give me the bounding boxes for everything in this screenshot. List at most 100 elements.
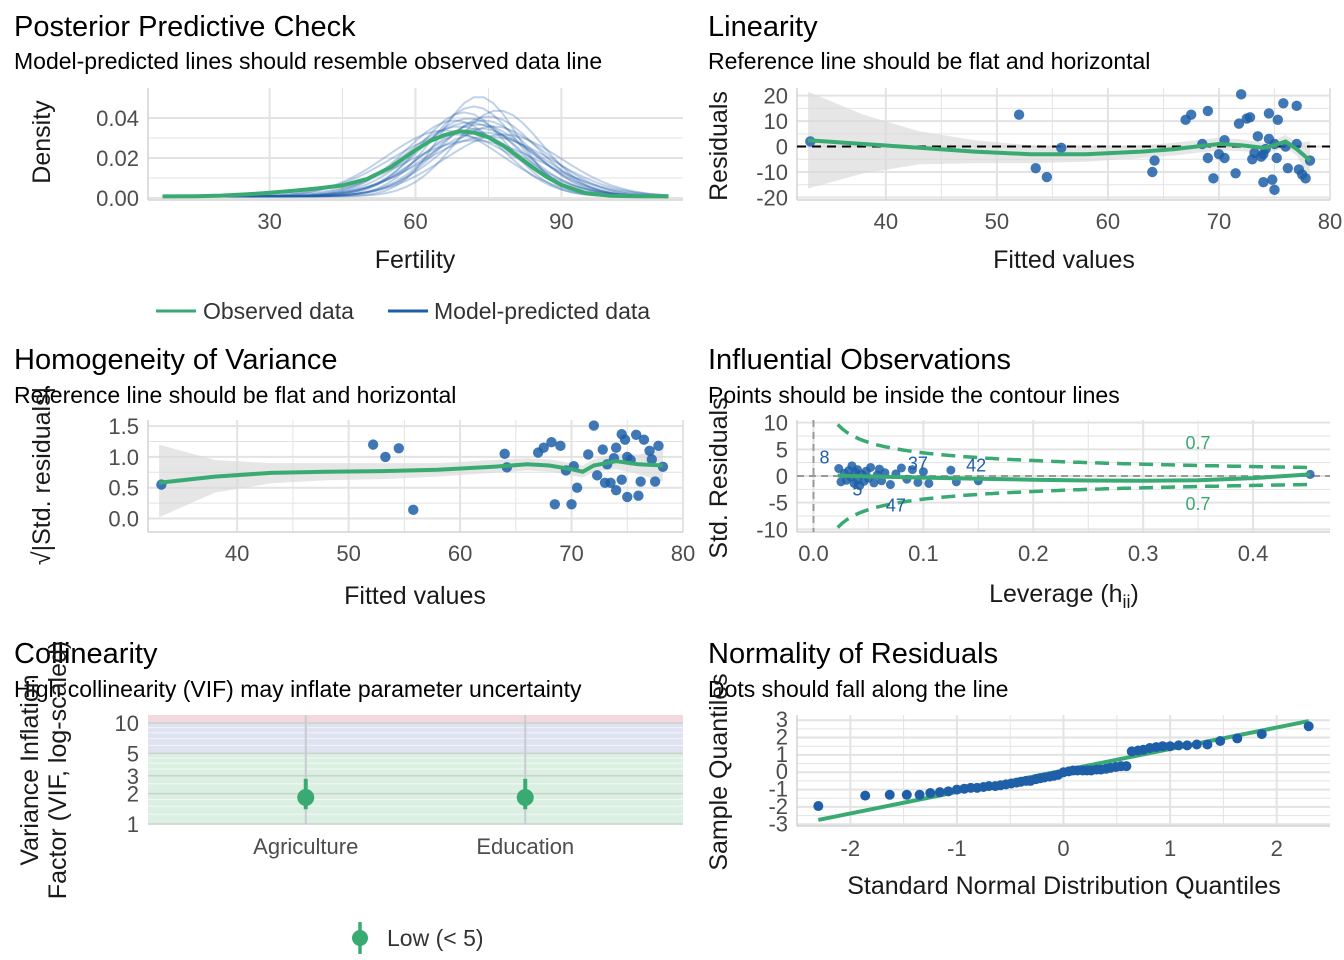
- y-tick-label: -2: [768, 794, 788, 819]
- predicted-density-line: [162, 115, 669, 198]
- qq-point: [1165, 741, 1176, 752]
- panel-linearity: Linearity Reference line should be flat …: [705, 11, 1342, 274]
- influence-x-label-main: Leverage (h: [989, 580, 1122, 608]
- y-tick-label: 2: [776, 725, 788, 750]
- collinearity-ticks: 1 235 10 Agriculture Education: [115, 711, 575, 859]
- influence-smooth-line: [837, 472, 1311, 483]
- linearity-smooth-line: [807, 138, 1312, 163]
- homogeneity-confidence-band: [159, 444, 663, 518]
- residual-point: [1269, 184, 1280, 196]
- influence-point-labels: 8 37 42 47 5: [819, 447, 986, 515]
- x-tick-label: -2: [841, 836, 861, 861]
- influence-x-label: Leverage (hii): [989, 580, 1139, 612]
- panel-homogeneity: Homogeneity of Variance Reference line s…: [14, 344, 695, 610]
- x-tick-label: 0.3: [1128, 541, 1159, 566]
- y-tick-label: -1: [768, 777, 788, 802]
- predicted-density-line: [162, 131, 669, 198]
- sqrt-residual-point: [597, 444, 608, 455]
- panel-influence: Influential Observations Points should b…: [705, 344, 1330, 612]
- normality-title: Normality of Residuals: [708, 638, 998, 670]
- residual-point: [1202, 105, 1214, 117]
- sqrt-residual-point: [583, 449, 594, 460]
- ppc-title: Posterior Predictive Check: [14, 11, 356, 43]
- collinearity-y-label-line2: Factor (VIF, log-scaled): [44, 641, 72, 899]
- homogeneity-title: Homogeneity of Variance: [14, 344, 337, 376]
- panel-normality: Normality of Residuals Dots should fall …: [705, 638, 1330, 900]
- x-tick-label: 2: [1271, 836, 1283, 861]
- residual-point: [1056, 142, 1067, 154]
- qq-point: [934, 787, 945, 798]
- sqrt-residual-point: [616, 474, 627, 485]
- x-tick-label: 0.0: [798, 541, 829, 566]
- qq-point: [1202, 739, 1213, 750]
- x-tick-label: 30: [257, 209, 281, 234]
- qq-point: [1191, 739, 1202, 750]
- x-tick-label: 1: [1164, 836, 1176, 861]
- influence-subtitle: Points should be inside the contour line…: [708, 382, 1120, 408]
- qq-point: [1173, 740, 1184, 751]
- y-tick-label: 1.0: [108, 445, 139, 470]
- panel-ppc: Posterior Predictive Check Model-predict…: [14, 11, 683, 324]
- y-tick-label: -10: [756, 517, 788, 542]
- influence-title: Influential Observations: [708, 344, 1011, 376]
- sqrt-residual-point: [610, 442, 622, 453]
- y-tick-label: 0.0: [108, 506, 139, 531]
- qq-point: [943, 786, 954, 797]
- influence-contour-lines: [836, 423, 1313, 529]
- homogeneity-subtitle: Reference line should be flat and horizo…: [14, 382, 456, 408]
- normality-points: [813, 721, 1314, 812]
- category-label: Education: [476, 834, 574, 859]
- collinearity-title: Collinearity: [14, 638, 158, 670]
- qq-point: [1182, 740, 1193, 751]
- qq-point: [813, 801, 824, 812]
- x-tick-label: 70: [1207, 209, 1231, 234]
- qq-point: [884, 789, 895, 800]
- y-tick-label: 20: [764, 84, 788, 109]
- y-tick-label: 10: [764, 411, 788, 436]
- sqrt-residual-point: [555, 440, 566, 452]
- x-tick-label: 0.2: [1018, 541, 1049, 566]
- sqrt-residual-point: [610, 484, 622, 496]
- normality-subtitle: Dots should fall along the line: [708, 676, 1008, 702]
- residual-point: [1149, 155, 1160, 166]
- collinearity-zones: [148, 715, 683, 825]
- y-tick-label: -20: [756, 185, 788, 210]
- qq-point: [1256, 729, 1267, 740]
- y-tick-label: 3: [127, 764, 139, 789]
- x-tick-label: 40: [225, 541, 249, 566]
- x-tick-label: 80: [1318, 209, 1342, 234]
- residual-point: [1202, 152, 1214, 164]
- predicted-density-line: [162, 135, 669, 198]
- residual-point: [1252, 131, 1264, 142]
- x-tick-label: 0.1: [908, 541, 939, 566]
- y-tick-label: 3: [776, 707, 788, 732]
- sqrt-residual-point: [638, 434, 650, 445]
- qq-point: [1232, 733, 1243, 744]
- y-tick-label: 10: [764, 109, 788, 134]
- qq-point: [951, 784, 962, 795]
- x-tick-label: 0.4: [1238, 541, 1269, 566]
- y-tick-label: 0.5: [108, 476, 139, 501]
- leverage-point: [885, 480, 895, 490]
- sqrt-residual-point: [367, 439, 379, 450]
- influence-x-label-subscript: ii: [1123, 592, 1131, 612]
- sqrt-residual-point: [646, 454, 657, 465]
- residual-point: [1185, 109, 1197, 120]
- residual-point: [1230, 168, 1241, 179]
- sqrt-residual-point: [393, 443, 404, 454]
- leverage-point: [924, 478, 934, 488]
- sqrt-residual-point: [538, 442, 549, 453]
- sqrt-residual-point: [644, 445, 655, 456]
- linearity-title: Linearity: [708, 11, 818, 43]
- y-tick-label: 5: [127, 741, 139, 766]
- sqrt-residual-point: [499, 448, 510, 460]
- sqrt-residual-point: [619, 434, 631, 445]
- x-tick-label: 90: [549, 209, 573, 234]
- residual-point: [1267, 174, 1278, 185]
- linearity-confidence-band: [808, 91, 1310, 189]
- influence-x-label-end: ): [1131, 580, 1139, 608]
- legend-observed-label: Observed data: [203, 298, 354, 324]
- qq-point: [925, 788, 936, 799]
